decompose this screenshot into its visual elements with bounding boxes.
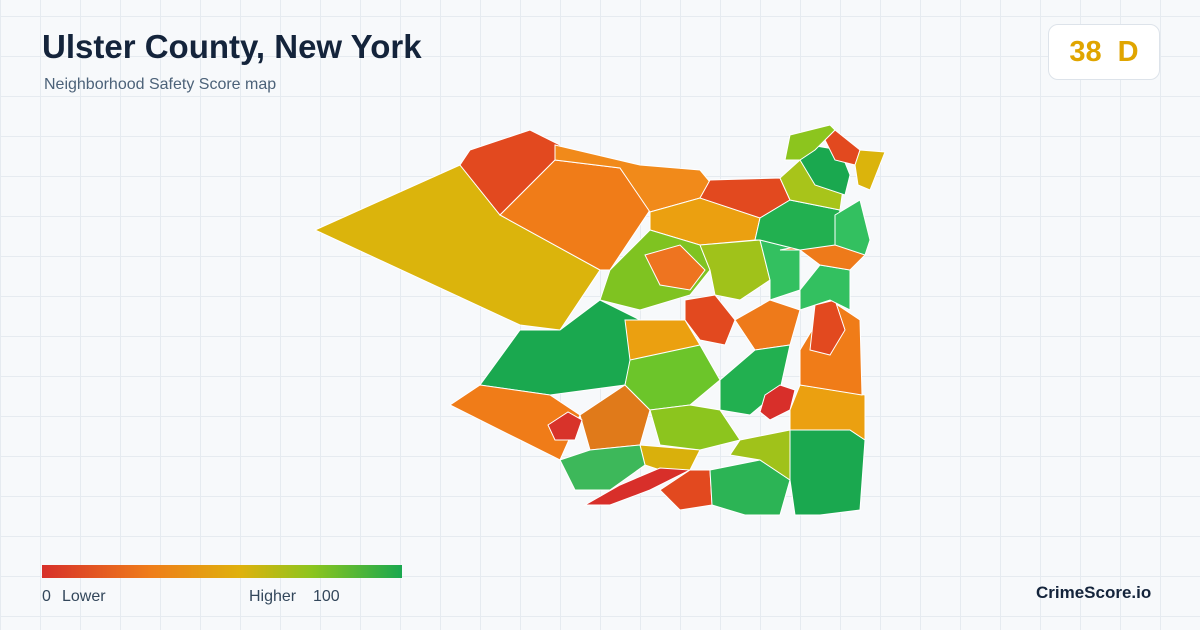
score-badge: 38 D xyxy=(1048,24,1160,80)
region xyxy=(559,444,646,491)
legend-gradient xyxy=(42,565,402,578)
region xyxy=(579,384,651,451)
legend-max: 100 xyxy=(313,588,340,605)
legend-high-label: Higher xyxy=(249,588,297,605)
region xyxy=(547,411,583,441)
region xyxy=(734,299,801,351)
legend-low-label: Lower xyxy=(62,588,106,605)
region xyxy=(649,404,741,451)
region xyxy=(834,199,871,256)
region xyxy=(639,444,701,471)
title: Ulster County, New York xyxy=(42,28,422,65)
region xyxy=(729,429,791,481)
score: 38 xyxy=(1069,35,1102,68)
regions xyxy=(313,124,886,516)
legend-min: 0 xyxy=(42,588,51,605)
grade: D xyxy=(1117,35,1139,68)
subtitle: Neighborhood Safety Score map xyxy=(44,76,277,93)
region xyxy=(784,124,836,161)
region xyxy=(699,239,771,301)
brand: CrimeScore.io xyxy=(1036,583,1152,602)
region xyxy=(789,429,866,516)
region xyxy=(854,149,886,191)
region xyxy=(644,244,706,291)
